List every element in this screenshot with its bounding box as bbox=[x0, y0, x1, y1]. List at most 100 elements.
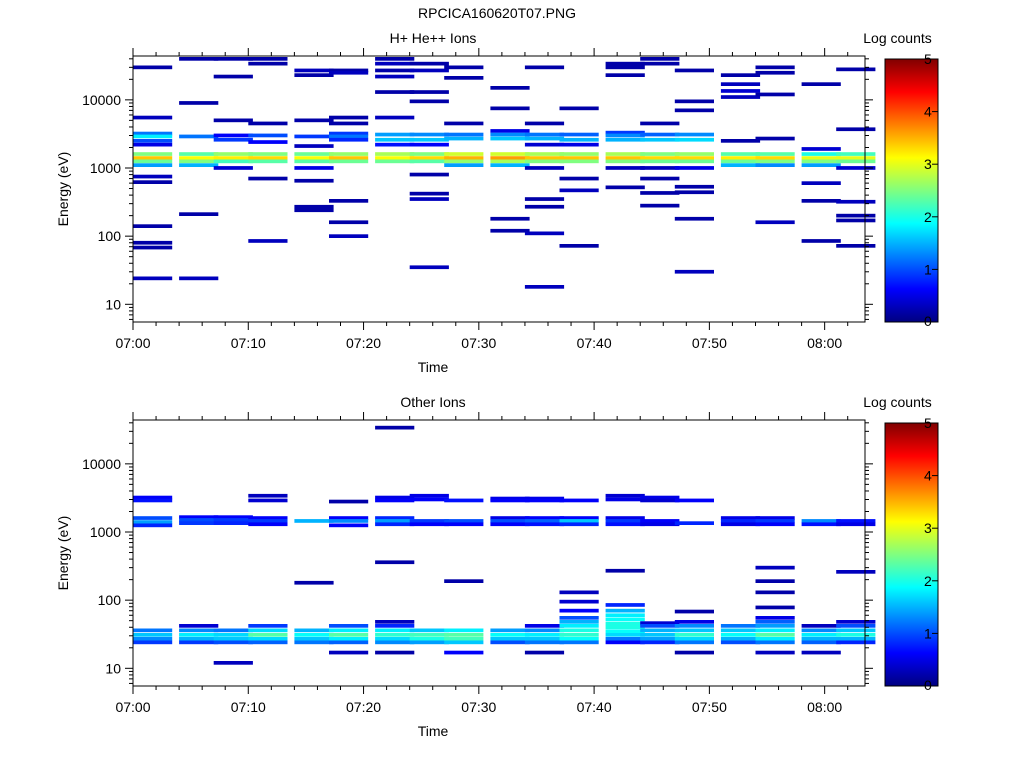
heatmap-cell bbox=[329, 131, 369, 136]
heatmap-cell bbox=[755, 156, 795, 160]
heatmap-cell bbox=[294, 208, 334, 213]
x-tick-label: 07:40 bbox=[577, 699, 612, 715]
heatmap-cell bbox=[559, 637, 599, 641]
heatmap-cell bbox=[179, 57, 219, 61]
heatmap-cell bbox=[375, 156, 415, 160]
heatmap-cell bbox=[674, 159, 714, 164]
heatmap-cell bbox=[329, 499, 369, 504]
heatmap-cell bbox=[836, 628, 876, 633]
heatmap-cell bbox=[375, 152, 415, 156]
heatmap-cell bbox=[133, 65, 173, 70]
heatmap-cell bbox=[294, 637, 334, 641]
colorbar bbox=[884, 58, 939, 323]
heatmap-cell bbox=[674, 633, 714, 637]
x-tick-label: 07:00 bbox=[115, 335, 150, 351]
heatmap-cell bbox=[133, 156, 173, 160]
heatmap-cell bbox=[213, 118, 253, 123]
heatmap-cell bbox=[605, 137, 645, 142]
heatmap-cell bbox=[755, 590, 795, 595]
heatmap-cell bbox=[640, 61, 680, 66]
heatmap-cell bbox=[490, 136, 530, 141]
heatmap-cell bbox=[179, 156, 219, 160]
heatmap-cell bbox=[559, 244, 599, 248]
heatmap-cell bbox=[179, 212, 219, 216]
heatmap-cell bbox=[674, 498, 714, 503]
heatmap-cell bbox=[133, 159, 173, 164]
heatmap-cell bbox=[524, 628, 565, 633]
x-tick-label: 08:00 bbox=[807, 699, 842, 715]
heatmap-cell bbox=[640, 621, 680, 625]
heatmap-cell bbox=[179, 521, 219, 525]
heatmap-cell bbox=[133, 640, 173, 645]
heatmap-cell bbox=[559, 590, 599, 595]
heatmap-cell bbox=[409, 172, 449, 177]
heatmap-cell bbox=[375, 137, 415, 142]
heatmap-cell bbox=[720, 95, 761, 99]
heatmap-cell bbox=[605, 522, 645, 527]
heatmap-cell bbox=[559, 522, 599, 527]
heatmap-cell bbox=[133, 520, 173, 524]
heatmap-cell bbox=[329, 516, 369, 520]
y-tick-label: 100 bbox=[98, 592, 122, 608]
heatmap-cell bbox=[248, 156, 288, 160]
heatmap-cell bbox=[133, 115, 173, 120]
heatmap-cell bbox=[213, 137, 253, 142]
heatmap-cell bbox=[248, 140, 288, 144]
heatmap-cell bbox=[605, 568, 645, 573]
page-title: RPCICA160620T07.PNG bbox=[418, 5, 576, 21]
heatmap-cell bbox=[640, 519, 680, 523]
heatmap-cell bbox=[605, 133, 645, 138]
heatmap-cell bbox=[375, 61, 415, 66]
heatmap-cell bbox=[559, 152, 599, 156]
heatmap-cell bbox=[213, 159, 253, 164]
heatmap-cell bbox=[375, 633, 415, 637]
heatmap-cell bbox=[409, 197, 449, 201]
heatmap-cell bbox=[179, 518, 219, 522]
heatmap-cell bbox=[836, 159, 876, 164]
heatmap-cell bbox=[213, 74, 253, 79]
heatmap-cell bbox=[674, 190, 714, 195]
heatmap-cell bbox=[329, 637, 369, 641]
heatmap-cell bbox=[375, 57, 415, 61]
heatmap-cell bbox=[605, 629, 645, 634]
heatmap-cell bbox=[720, 159, 761, 164]
heatmap-cell bbox=[524, 65, 565, 70]
heatmap-cell bbox=[490, 156, 530, 160]
heatmap-cell bbox=[133, 131, 173, 136]
heatmap-cell bbox=[248, 519, 288, 523]
heatmap-cell bbox=[640, 176, 680, 181]
heatmap-cell bbox=[640, 166, 680, 170]
x-tick-label: 07:30 bbox=[461, 699, 496, 715]
heatmap-cell bbox=[605, 637, 645, 641]
heatmap-cell bbox=[720, 73, 761, 77]
heatmap-cell bbox=[755, 565, 795, 570]
heatmap-cell bbox=[674, 216, 714, 221]
heatmap-cell bbox=[213, 156, 253, 160]
heatmap-cell bbox=[524, 624, 565, 628]
heatmap-cell bbox=[801, 181, 841, 185]
heatmap-cell bbox=[559, 142, 599, 147]
heatmap-cell bbox=[755, 640, 795, 645]
colorbar-tick-label: 0 bbox=[924, 313, 932, 329]
heatmap-cell bbox=[836, 67, 876, 72]
heatmap-cell bbox=[329, 137, 369, 142]
heatmap-cell bbox=[444, 498, 484, 503]
heatmap-cell bbox=[444, 163, 484, 167]
heatmap-cell bbox=[294, 152, 334, 156]
heatmap-cell bbox=[444, 159, 484, 164]
heatmap-cell bbox=[559, 156, 599, 160]
heatmap-cell bbox=[836, 166, 876, 170]
heatmap-cell bbox=[605, 65, 645, 70]
heatmap-cell bbox=[836, 213, 876, 218]
heatmap-cell bbox=[559, 608, 599, 613]
heatmap-cell bbox=[640, 637, 680, 641]
heatmap-cell bbox=[133, 245, 173, 250]
colorbar-tick-label: 3 bbox=[924, 156, 932, 172]
heatmap-cell bbox=[836, 127, 876, 132]
heatmap-cell bbox=[490, 86, 530, 90]
heatmap-cell bbox=[755, 92, 795, 97]
heatmap-cell bbox=[720, 156, 761, 160]
heatmap-cell bbox=[329, 220, 369, 225]
heatmap-cell bbox=[490, 522, 530, 527]
heatmap-cell bbox=[294, 156, 334, 160]
